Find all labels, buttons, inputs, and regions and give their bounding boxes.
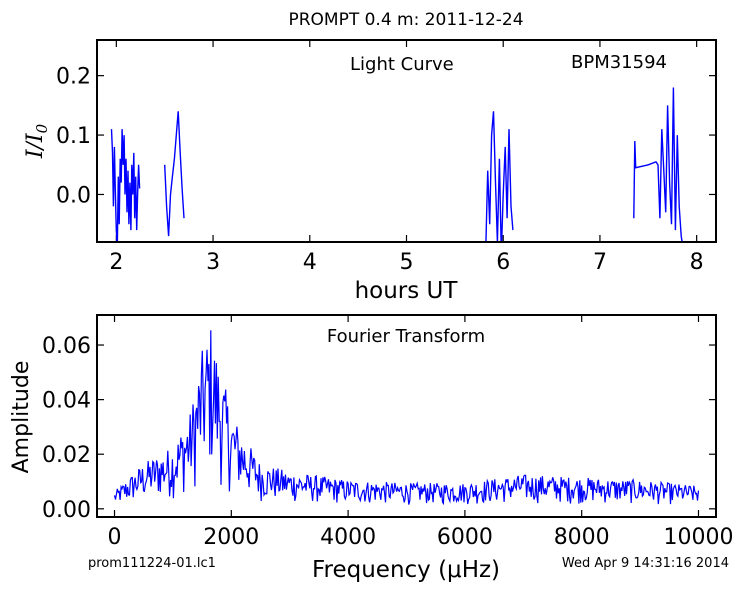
ft-xtick-label: 4000 [320,525,376,550]
light-curve-segment-2 [164,111,185,237]
light-curve-plot-area [110,87,683,242]
light-curve-annotation: Light Curve [350,54,454,75]
fourier-frame [96,314,717,518]
ft-xtick-label: 0 [108,525,122,550]
lc-ytick-label: 0.0 [56,183,91,208]
figure-title: PROMPT 0.4 m: 2011-12-24 [288,10,523,30]
light-curve-grid-ticks: 2 3 4 5 6 7 8 0.0 0.1 0.2 [56,40,716,275]
lc-xtick-label: 5 [400,250,414,275]
light-curve-segment-3 [485,111,514,242]
light-curve-panel: 2 3 4 5 6 7 8 0.0 0.1 0.2 Light Curve BPM31594 ho… [23,39,717,304]
ft-ytick-label: 0.06 [42,334,91,359]
lc-ytick-label: 0.1 [56,124,91,149]
fourier-plot-area [113,330,700,506]
ft-ytick-label: 0.04 [42,389,91,414]
lc-xtick-label: 3 [206,250,220,275]
ft-xtick-label: 6000 [437,525,493,550]
footer-filename: prom111224-01.lc1 [88,556,216,571]
light-curve-frame [96,39,717,243]
fourier-amplitude-line [113,330,700,506]
lc-ytick-label: 0.2 [56,65,91,90]
footer-timestamp: Wed Apr 9 14:31:16 2014 [562,556,729,571]
light-curve-ylabel: I/I0 [23,123,51,159]
lc-xtick-label: 4 [303,250,317,275]
fourier-annotation: Fourier Transform [327,326,485,347]
light-curve-segment-4 [633,87,683,242]
fourier-xlabel: Frequency (μHz) [312,557,500,583]
fourier-ylabel: Amplitude [9,361,34,474]
lc-xtick-label: 2 [109,250,123,275]
ft-xtick-label: 10000 [663,525,733,550]
star-name-annotation: BPM31594 [571,52,667,73]
lc-xtick-label: 8 [690,250,704,275]
light-curve-segment-1 [110,129,141,242]
fourier-panel: 0 2000 4000 6000 8000 10000 0.00 0.02 0.04 0.06 F… [9,314,733,583]
ft-ytick-label: 0.00 [42,498,91,523]
lc-xtick-label: 6 [496,250,510,275]
light-curve-xlabel: hours UT [355,278,459,304]
fourier-grid-ticks: 0 2000 4000 6000 8000 10000 0.00 0.02 0.04 0.06 [42,315,733,550]
lc-xtick-label: 7 [593,250,607,275]
ft-xtick-label: 8000 [554,525,610,550]
ft-xtick-label: 2000 [203,525,259,550]
ft-ytick-label: 0.02 [42,443,91,468]
